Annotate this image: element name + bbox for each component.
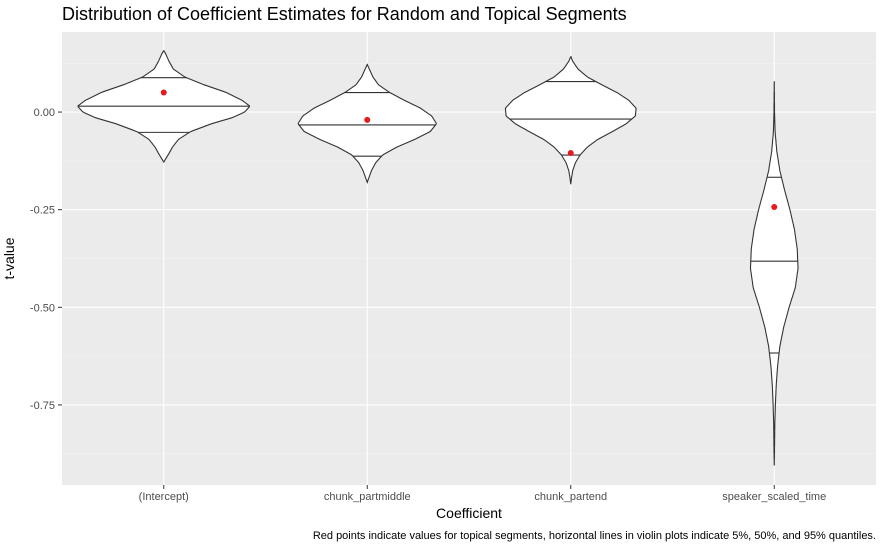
topical-point: [771, 203, 778, 210]
x-axis: (Intercept) chunk_partmiddle chunk_partend…: [139, 485, 826, 503]
y-tick-label: -0.25: [30, 205, 55, 217]
grid-lines: [62, 32, 876, 485]
y-axis-title: t-value: [1, 237, 17, 279]
topical-point: [567, 150, 574, 157]
chart-title: Distribution of Coefficient Estimates fo…: [62, 4, 627, 24]
x-tick-label: chunk_partmiddle: [324, 491, 411, 503]
x-tick-label: chunk_partend: [534, 491, 607, 503]
x-tick-label: speaker_scaled_time: [722, 491, 826, 503]
y-tick-label: -0.75: [30, 400, 55, 412]
topical-point: [364, 116, 371, 123]
violin-shape: [749, 81, 799, 466]
x-tick-label: (Intercept): [139, 491, 189, 503]
y-axis: 0.00 -0.25 -0.50 -0.75: [30, 107, 62, 412]
violins: [77, 49, 799, 466]
topical-point: [160, 89, 167, 96]
violin-shape: [504, 56, 637, 185]
violin-shape: [297, 63, 437, 184]
x-axis-title: Coefficient: [436, 505, 502, 521]
y-tick-label: 0.00: [34, 107, 55, 119]
chart-caption: Red points indicate values for topical s…: [313, 530, 876, 542]
y-tick-label: -0.50: [30, 302, 55, 314]
